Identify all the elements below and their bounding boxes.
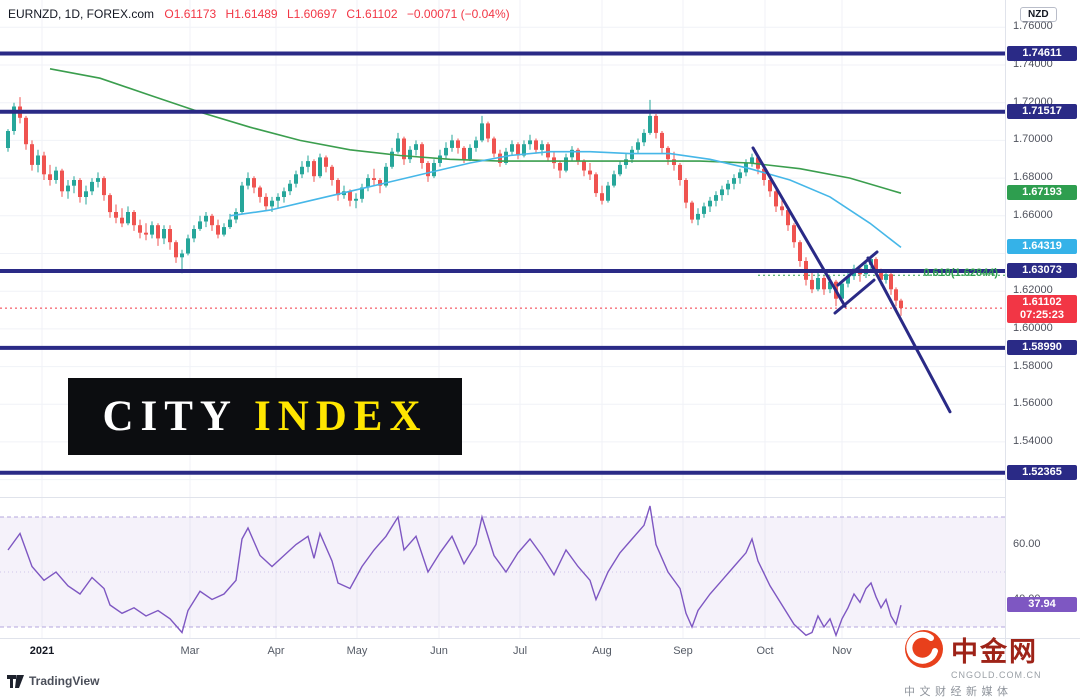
- time-label: Jun: [430, 645, 448, 657]
- cngold-watermark: 中金网 CNGOLD.COM.CN 中文财经新媒体: [904, 629, 1074, 699]
- cngold-name: 中金网: [951, 636, 1038, 668]
- time-label: Nov: [832, 645, 852, 657]
- ma-slow-line: [49, 68, 902, 194]
- price-tick: 1.62000: [1013, 284, 1053, 296]
- city-index-word2: INDEX: [253, 393, 428, 440]
- price-tick: 1.70000: [1013, 133, 1053, 145]
- price-tick: 1.54000: [1013, 435, 1053, 447]
- cngold-tagline: 中文财经新媒体: [904, 686, 1013, 698]
- price-badge: 1.74611: [1007, 46, 1077, 61]
- axis-separator: [1005, 0, 1006, 664]
- trendline-drawings: [751, 146, 952, 414]
- pane-separator[interactable]: [0, 497, 1005, 498]
- tradingview-logo-icon: [7, 674, 24, 688]
- cngold-domain: CNGOLD.COM.CN: [951, 670, 1042, 680]
- price-tick: 1.56000: [1013, 397, 1053, 409]
- chart-canvas[interactable]: [0, 0, 1005, 638]
- chart-legend: EURNZD, 1D, FOREX.com O1.61173 H1.61489 …: [8, 7, 516, 21]
- time-label: Apr: [267, 645, 285, 657]
- price-tick: 1.74000: [1013, 58, 1053, 70]
- ma-fast-line: [229, 150, 902, 249]
- ohlc-open-value: 1.61173: [173, 7, 217, 21]
- candles-layer: [6, 97, 903, 316]
- price-badge: 1.67193: [1007, 185, 1077, 200]
- ohlc-open: O1.61173: [164, 7, 216, 21]
- ohlc-close-label: C: [346, 7, 356, 21]
- time-axis[interactable]: 2021 Mar Apr May Jun Jul Aug Sep Oct Nov: [0, 640, 1005, 664]
- rsi-tick: 60.00: [1013, 538, 1041, 550]
- rsi-badge: 37.94: [1007, 597, 1077, 612]
- ohlc-open-label: O: [164, 7, 174, 21]
- trendline[interactable]: [866, 256, 952, 414]
- price-axis[interactable]: NZD 1.76000 1.74000 1.72000 1.70000 1.68000 1…: [1006, 0, 1080, 638]
- ohlc-high-value: 1.61489: [234, 7, 278, 21]
- trendline[interactable]: [751, 146, 847, 308]
- price-badge: 1.71517: [1007, 104, 1077, 119]
- tradingview-label: TradingView: [29, 674, 100, 688]
- time-label: 2021: [29, 645, 55, 657]
- price-badge: 1.63073: [1007, 263, 1077, 278]
- rsi-line: [7, 505, 902, 638]
- fib-level-label: 0.618(1.62844): [923, 267, 998, 279]
- trendline[interactable]: [833, 278, 876, 315]
- ohlc-low-value: 1.60697: [293, 7, 338, 21]
- time-label: Aug: [592, 645, 612, 657]
- price-tick: 1.66000: [1013, 209, 1053, 221]
- quote-currency-button[interactable]: NZD: [1020, 7, 1057, 22]
- trendline[interactable]: [836, 250, 879, 287]
- time-label: Jul: [512, 645, 528, 657]
- price-tick: 1.60000: [1013, 322, 1053, 334]
- time-label: Oct: [756, 645, 774, 657]
- price-badge: 1.61102 07:25:23: [1007, 295, 1077, 323]
- symbol-title[interactable]: EURNZD, 1D, FOREX.com: [8, 7, 155, 21]
- support-resistance-lines: [0, 51, 1005, 475]
- time-label: Mar: [180, 645, 200, 657]
- time-label: Sep: [673, 645, 693, 657]
- time-gridlines: [41, 0, 843, 638]
- price-badge: 1.58990: [1007, 340, 1077, 355]
- city-index-word1: CITY: [102, 393, 238, 440]
- price-tick: 1.68000: [1013, 171, 1053, 183]
- countdown-timer: 07:25:23: [1019, 309, 1065, 321]
- rsi-band: [0, 517, 1005, 627]
- change-value: −0.00071 (−0.04%): [406, 7, 510, 21]
- ohlc-high: H1.61489: [226, 7, 278, 21]
- tradingview-attribution[interactable]: TradingView: [7, 674, 99, 688]
- ohlc-low: L1.60697: [287, 7, 337, 21]
- city-index-watermark: CITY INDEX: [68, 378, 462, 455]
- ohlc-high-label: H: [225, 7, 235, 21]
- price-tick: 1.58000: [1013, 360, 1053, 372]
- price-badge: 1.64319: [1007, 239, 1077, 254]
- ohlc-close-value: 1.61102: [355, 7, 398, 21]
- cngold-logo-icon: [905, 630, 943, 668]
- time-label: May: [346, 645, 368, 657]
- ohlc-close: C1.61102: [346, 7, 397, 21]
- ohlc-low-label: L: [286, 7, 294, 21]
- price-tick: 1.76000: [1013, 20, 1053, 32]
- price-badge: 1.52365: [1007, 465, 1077, 480]
- time-axis-separator: [0, 638, 1080, 639]
